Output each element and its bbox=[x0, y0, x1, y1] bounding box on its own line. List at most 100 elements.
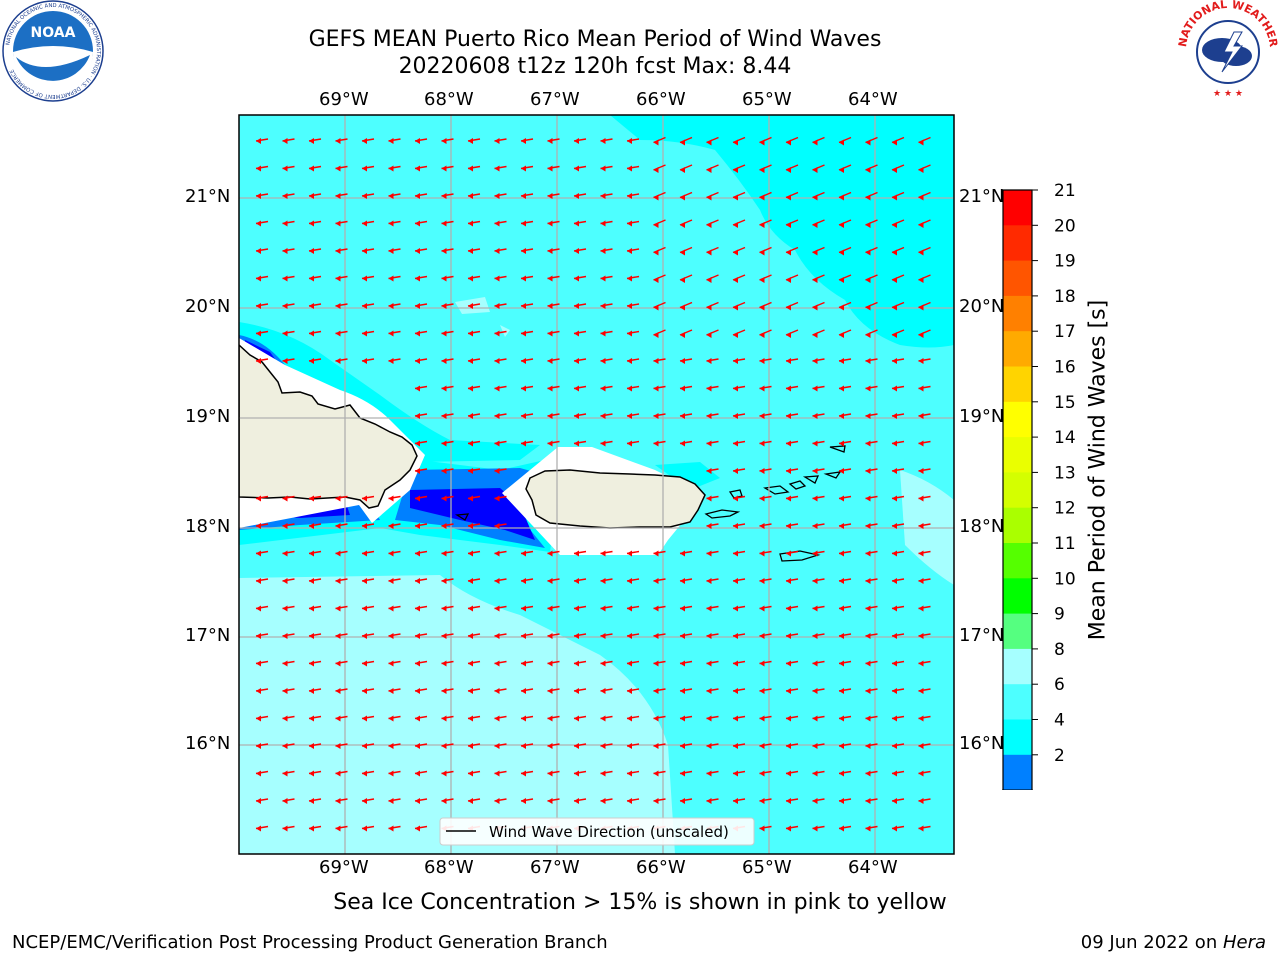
wind-wave-arrowhead bbox=[388, 165, 394, 172]
wind-wave-arrowhead bbox=[468, 770, 473, 777]
wind-wave-arrowhead bbox=[706, 550, 712, 557]
wind-wave-arrowhead bbox=[415, 550, 420, 557]
wind-wave-arrowhead bbox=[627, 743, 632, 749]
wind-wave-arrowhead bbox=[627, 413, 632, 419]
wind-wave-arrowhead bbox=[282, 495, 288, 502]
wind-wave-arrowhead bbox=[786, 413, 791, 419]
wind-wave-arrowhead bbox=[812, 825, 818, 832]
wind-wave-arrowhead bbox=[521, 138, 526, 144]
lat-label-18n-right: 18°N bbox=[959, 516, 1005, 537]
wind-wave-arrowhead bbox=[256, 825, 261, 832]
wind-wave-arrowhead bbox=[362, 358, 367, 364]
wind-wave-arrowhead bbox=[388, 330, 394, 337]
wind-wave-arrowhead bbox=[600, 413, 606, 419]
wind-wave-arrowhead bbox=[415, 743, 420, 749]
wind-wave-arrowhead bbox=[918, 660, 924, 667]
wind-wave-arrowhead bbox=[362, 605, 367, 612]
wind-wave-arrowhead bbox=[282, 770, 288, 777]
wind-wave-arrowhead bbox=[653, 440, 659, 447]
wind-wave-arrowhead bbox=[733, 222, 738, 228]
lon-label-69w: 69°W bbox=[319, 89, 369, 110]
wind-wave-arrowhead bbox=[256, 578, 261, 584]
wind-wave-arrowhead bbox=[574, 275, 579, 282]
wind-wave-arrowhead bbox=[600, 138, 606, 144]
wind-wave-arrowhead bbox=[680, 249, 685, 256]
wind-wave-arrowhead bbox=[680, 385, 685, 392]
wind-wave-arrowhead bbox=[759, 660, 765, 667]
wind-wave-arrowhead bbox=[706, 770, 712, 777]
wind-wave-arrowhead bbox=[786, 304, 791, 311]
wind-wave-arrowhead bbox=[494, 193, 500, 199]
wind-wave-arrowhead bbox=[574, 633, 579, 639]
wind-wave-arrowhead bbox=[468, 523, 473, 529]
wind-wave-arrowhead bbox=[786, 222, 791, 228]
wind-wave-arrowhead bbox=[680, 332, 685, 338]
legend-label: Wind Wave Direction (unscaled) bbox=[489, 823, 729, 841]
lon-label-66w: 66°W bbox=[636, 89, 686, 110]
wind-wave-arrowhead bbox=[600, 798, 606, 804]
wind-wave-arrowhead bbox=[733, 798, 738, 804]
wind-wave-arrowhead bbox=[309, 743, 314, 749]
wind-wave-arrowhead bbox=[309, 770, 314, 777]
wind-wave-arrowhead bbox=[839, 249, 844, 256]
wind-wave-arrowhead bbox=[309, 715, 314, 722]
wind-wave-arrowhead bbox=[812, 605, 818, 612]
wind-wave-arrowhead bbox=[786, 715, 791, 722]
lat-label-19n-right: 19°N bbox=[959, 406, 1005, 427]
wind-wave-arrowhead bbox=[600, 633, 606, 639]
wind-wave-arrowhead bbox=[468, 193, 473, 199]
wind-wave-arrowhead bbox=[415, 220, 420, 227]
wind-wave-arrowhead bbox=[256, 550, 261, 557]
wind-wave-arrowhead bbox=[812, 167, 818, 173]
wind-wave-arrowhead bbox=[441, 193, 447, 199]
wind-wave-arrowhead bbox=[441, 798, 447, 804]
wind-wave-arrowhead bbox=[786, 688, 791, 694]
colorbar-tick-label: 8 bbox=[1054, 640, 1065, 660]
wind-wave-arrowhead bbox=[892, 167, 897, 173]
wind-wave-arrowhead bbox=[918, 167, 924, 173]
wind-wave-arrowhead bbox=[494, 523, 500, 529]
wind-wave-arrowhead bbox=[388, 798, 394, 804]
wind-wave-arrowhead bbox=[468, 275, 473, 282]
colorbar-segment bbox=[1003, 472, 1032, 509]
wind-wave-arrowhead bbox=[282, 660, 288, 667]
wind-wave-arrowhead bbox=[733, 495, 738, 502]
wind-wave-arrowhead bbox=[812, 332, 818, 338]
wind-wave-arrowhead bbox=[892, 578, 897, 584]
wind-wave-arrowhead bbox=[600, 660, 606, 667]
wind-wave-arrowhead bbox=[574, 358, 579, 364]
wind-wave-arrowhead bbox=[362, 495, 367, 502]
wind-wave-arrowhead bbox=[335, 798, 341, 804]
wind-wave-arrowhead bbox=[627, 798, 632, 804]
wind-wave-arrowhead bbox=[309, 138, 314, 144]
wind-wave-arrowhead bbox=[865, 798, 871, 804]
wind-wave-arrowhead bbox=[335, 770, 341, 777]
wind-wave-arrowhead bbox=[865, 743, 871, 749]
wind-wave-arrowhead bbox=[256, 248, 261, 254]
wind-wave-arrowhead bbox=[680, 578, 685, 584]
wind-wave-arrowhead bbox=[759, 688, 765, 694]
wind-wave-arrowhead bbox=[839, 332, 844, 338]
wind-wave-arrowhead bbox=[547, 220, 553, 227]
wind-wave-arrowhead bbox=[547, 688, 553, 694]
wind-wave-arrowhead bbox=[574, 578, 579, 584]
wind-wave-arrowhead bbox=[706, 332, 712, 338]
wind-wave-arrowhead bbox=[494, 578, 500, 584]
wind-wave-arrowhead bbox=[521, 358, 526, 364]
colorbar-segment bbox=[1003, 543, 1032, 579]
wind-wave-arrowhead bbox=[388, 825, 394, 832]
wind-wave-arrowhead bbox=[521, 660, 526, 667]
colorbar-tick-label: 15 bbox=[1054, 393, 1076, 413]
wind-wave-arrowhead bbox=[680, 358, 685, 364]
wind-wave-arrowhead bbox=[680, 440, 685, 447]
wind-wave-arrowhead bbox=[892, 605, 897, 612]
wind-wave-arrowhead bbox=[680, 633, 685, 639]
wind-wave-arrowhead bbox=[759, 605, 765, 612]
colorbar-tick-label: 17 bbox=[1054, 322, 1076, 342]
wind-wave-arrowhead bbox=[733, 139, 738, 146]
wind-wave-arrowhead bbox=[812, 770, 818, 777]
wind-wave-arrowhead bbox=[468, 468, 473, 474]
lat-label-21n-right: 21°N bbox=[959, 186, 1005, 207]
wind-wave-arrowhead bbox=[759, 495, 765, 502]
colorbar-tick-label: 20 bbox=[1054, 216, 1076, 236]
